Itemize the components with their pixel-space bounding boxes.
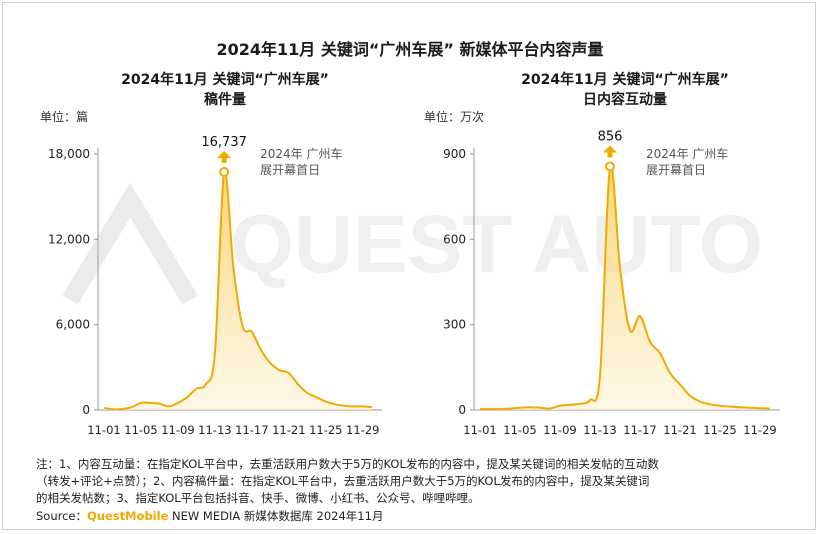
x-tick-label: 11-21 — [663, 423, 696, 437]
main-title: 2024年11月 关键词“广州车展” 新媒体平台内容声量 — [216, 40, 604, 59]
watermark-logo-icon — [62, 182, 198, 305]
y-tick-label: 0 — [458, 403, 466, 417]
x-tick-label: 11-05 — [124, 423, 157, 437]
annotation-line2: 展开幕首日 — [260, 163, 320, 177]
right-chart-title-line2: 日内容互动量 — [583, 92, 667, 108]
right-chart-title: 2024年11月 关键词“广州车展” 日内容互动量 — [425, 70, 820, 110]
annotation-line1: 2024年 广州车 — [260, 146, 342, 161]
annotation-line2: 展开幕首日 — [646, 163, 706, 177]
footnote-line2: （转发+评论+点赞）；2、内容稿件量：在指定KOL平台中，去重活跃用户数大于5万… — [36, 474, 650, 488]
x-tick-label: 11-01 — [87, 423, 120, 437]
x-tick-label: 11-09 — [161, 423, 194, 437]
series-area — [480, 164, 770, 410]
footnote-line3: 的相关发帖数；3、指定KOL平台包括抖音、快手、微博、小红书、公众号、哔哩哔哩。 — [36, 491, 480, 505]
x-tick-label: 11-13 — [583, 423, 616, 437]
right-unit-label: 单位：万次 — [424, 110, 485, 124]
left-chart-title-line1: 2024年11月 关键词“广州车展” — [121, 72, 329, 88]
y-tick-label: 18,000 — [48, 147, 90, 161]
y-tick-label: 0 — [82, 403, 90, 417]
peak-arrow-icon — [217, 150, 232, 158]
peak-arrow-icon — [603, 145, 617, 153]
watermark-text: QUEST AUTO — [230, 199, 763, 290]
source-prefix: Source： — [36, 509, 87, 523]
x-tick-label: 11-01 — [463, 423, 496, 437]
peak-arrow-stem — [607, 152, 613, 158]
annotation-line1: 2024年 广州车 — [646, 146, 728, 161]
x-tick-label: 11-29 — [743, 423, 776, 437]
source-suffix: NEW MEDIA 新媒体数据库 2024年11月 — [168, 509, 384, 523]
y-tick-label: 600 — [443, 232, 466, 246]
x-tick-label: 11-21 — [272, 423, 305, 437]
peak-value-label: 16,737 — [201, 135, 247, 150]
source-brand: QuestMobile — [87, 509, 169, 523]
series-area — [104, 170, 372, 410]
y-tick-label: 6,000 — [56, 318, 90, 332]
peak-marker — [219, 166, 230, 177]
footnotes: 注：1、内容互动量：在指定KOL平台中，去重活跃用户数大于5万的KOL发布的内容… — [36, 456, 796, 507]
x-tick-label: 11-13 — [198, 423, 231, 437]
peak-value-label: 856 — [598, 130, 623, 145]
peak-marker — [605, 161, 615, 172]
y-tick-label: 12,000 — [48, 232, 90, 246]
footnote-line1: 注：1、内容互动量：在指定KOL平台中，去重活跃用户数大于5万的KOL发布的内容… — [36, 457, 659, 471]
x-tick-label: 11-17 — [623, 423, 656, 437]
x-tick-label: 11-25 — [309, 423, 342, 437]
x-tick-label: 11-09 — [543, 423, 576, 437]
x-tick-label: 11-05 — [503, 423, 536, 437]
left-unit-label: 单位：篇 — [40, 110, 89, 124]
x-tick-label: 11-25 — [703, 423, 736, 437]
y-tick-label: 900 — [443, 147, 466, 161]
x-tick-label: 11-29 — [346, 423, 379, 437]
left-chart-title: 2024年11月 关键词“广州车展” 稿件量 — [25, 70, 425, 110]
right-chart-title-line1: 2024年11月 关键词“广州车展” — [521, 72, 729, 88]
series-line — [103, 169, 373, 411]
left-chart-title-line2: 稿件量 — [204, 92, 246, 108]
y-tick-label: 300 — [443, 318, 466, 332]
series-line — [479, 163, 771, 411]
x-tick-label: 11-17 — [235, 423, 268, 437]
source-line: Source：QuestMobile NEW MEDIA 新媒体数据库 2024… — [36, 508, 383, 524]
peak-arrow-stem — [221, 157, 227, 163]
